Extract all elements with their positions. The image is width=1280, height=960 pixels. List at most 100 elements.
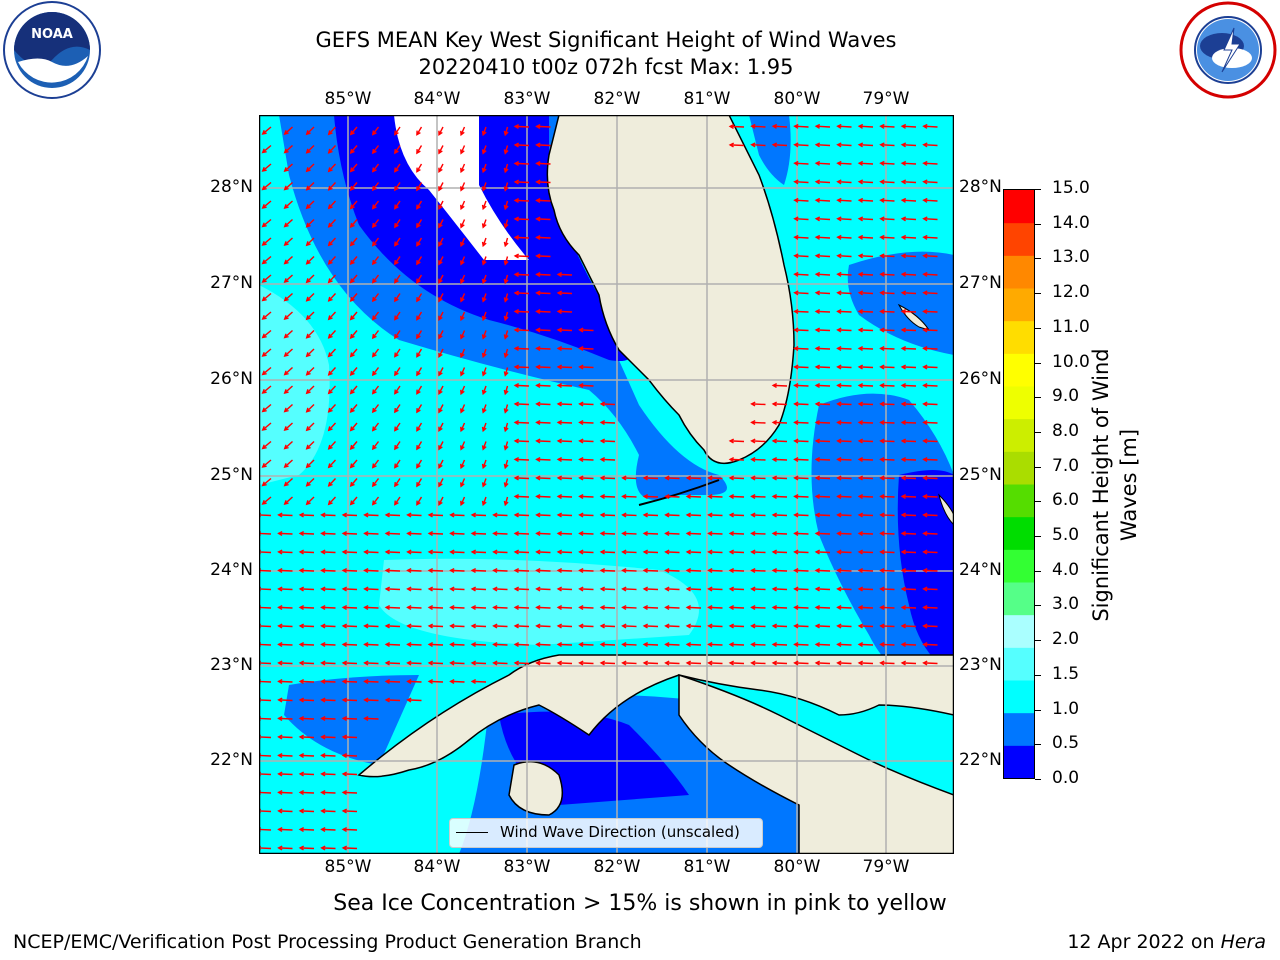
- wave-direction-arrowhead: [481, 149, 487, 155]
- wave-direction-arrow: [816, 329, 831, 332]
- wave-direction-arrowhead: [283, 167, 289, 173]
- wave-direction-arrowhead: [535, 160, 541, 167]
- wave-direction-arrow: [350, 311, 358, 320]
- wave-direction-arrow: [816, 421, 831, 424]
- wave-direction-arrow: [386, 643, 401, 646]
- wave-direction-arrowhead: [621, 623, 627, 629]
- wave-direction-arrowhead: [900, 216, 907, 222]
- wave-direction-arrow: [902, 218, 917, 221]
- wave-direction-arrowhead: [642, 493, 649, 500]
- wave-direction-arrow: [306, 256, 315, 265]
- wave-direction-arrowhead: [836, 456, 842, 463]
- wave-direction-arrowhead: [394, 149, 399, 155]
- wave-direction-arrowhead: [384, 604, 391, 611]
- colorbar-tick-mark: [1035, 362, 1041, 364]
- wave-direction-arrow: [328, 126, 337, 135]
- wave-direction-arrow: [601, 477, 616, 480]
- wave-direction-arrowhead: [814, 493, 821, 500]
- wave-direction-arrow: [902, 532, 917, 535]
- wave-direction-arrow: [328, 237, 337, 246]
- wave-direction-arrow: [321, 514, 336, 517]
- wave-direction-arrowhead: [793, 234, 799, 240]
- wave-direction-arrow: [493, 532, 508, 535]
- wave-direction-arrowhead: [406, 604, 412, 611]
- wave-direction-arrowhead: [814, 475, 821, 481]
- wave-direction-arrow: [751, 569, 766, 572]
- wave-direction-arrow: [773, 662, 788, 665]
- wave-direction-arrow: [321, 662, 336, 665]
- wave-direction-arrowhead: [470, 660, 477, 666]
- wave-direction-arrowhead: [363, 604, 369, 611]
- wave-direction-arrowhead: [750, 660, 756, 666]
- wave-direction-arrow: [558, 495, 573, 498]
- wave-direction-arrow: [278, 569, 293, 572]
- wave-direction-arrowhead: [277, 697, 283, 703]
- wave-direction-arrow: [923, 162, 938, 165]
- wave-direction-arrow: [859, 384, 874, 387]
- wave-direction-arrow: [558, 421, 573, 424]
- wave-direction-arrowhead: [814, 456, 821, 463]
- wave-direction-arrow: [730, 514, 745, 517]
- wave-direction-arrow: [416, 478, 423, 487]
- wave-direction-arrowhead: [857, 419, 864, 426]
- wave-direction-arrow: [386, 569, 401, 572]
- wave-direction-arrowhead: [707, 567, 713, 574]
- lon-tick-top: 85°W: [324, 89, 372, 109]
- wave-direction-arrow: [923, 458, 938, 461]
- wave-direction-arrow: [372, 348, 380, 357]
- wave-direction-arrow: [794, 125, 809, 128]
- wave-direction-arrow: [306, 145, 315, 154]
- wave-direction-arrowhead: [371, 333, 377, 340]
- wave-direction-arrowhead: [305, 500, 311, 506]
- wave-direction-arrowhead: [599, 623, 606, 629]
- wave-direction-arrow: [372, 330, 380, 339]
- wave-direction-arrow: [262, 459, 272, 468]
- wave-direction-arrowhead: [513, 586, 520, 592]
- wave-direction-arrowhead: [394, 408, 399, 414]
- wave-direction-arrow: [450, 680, 465, 683]
- wave-direction-arrowhead: [298, 845, 305, 851]
- wave-direction-arrow: [751, 495, 766, 498]
- wave-direction-arrow: [300, 551, 315, 554]
- wave-direction-arrow: [350, 219, 358, 228]
- wave-direction-arrowhead: [363, 678, 369, 685]
- wave-direction-arrow: [306, 496, 315, 505]
- wave-direction-arrow: [343, 791, 358, 794]
- wave-direction-arrowhead: [793, 142, 799, 148]
- wave-direction-arrowhead: [814, 623, 821, 629]
- lat-tick-left: 28°N: [210, 177, 253, 197]
- wave-direction-arrow: [386, 625, 401, 628]
- wave-direction-arrowhead: [371, 463, 377, 469]
- wave-direction-arrowhead: [664, 641, 670, 648]
- wave-direction-arrowhead: [900, 549, 907, 555]
- wave-direction-arrowhead: [793, 364, 799, 370]
- wave-direction-arrow: [837, 551, 852, 554]
- wave-direction-arrow: [429, 551, 444, 554]
- wave-direction-arrowhead: [503, 260, 509, 266]
- wave-direction-arrowhead: [814, 530, 821, 537]
- wave-direction-arrowhead: [305, 463, 311, 469]
- wave-direction-arrow: [816, 662, 831, 665]
- wave-direction-arrow: [364, 551, 379, 554]
- wave-direction-arrowhead: [341, 623, 348, 629]
- wave-direction-arrowhead: [556, 290, 563, 296]
- wave-direction-arrowhead: [327, 444, 333, 450]
- wave-direction-arrow: [558, 643, 573, 646]
- wave-direction-arrowhead: [261, 499, 267, 505]
- wave-direction-arrowhead: [857, 567, 864, 574]
- wave-direction-arrow: [450, 532, 465, 535]
- wave-direction-arrow: [644, 495, 659, 498]
- wave-direction-arrowhead: [707, 641, 713, 648]
- wave-direction-arrow: [923, 662, 938, 665]
- lat-tick-left: 26°N: [210, 369, 253, 389]
- wave-direction-arrowhead: [416, 297, 421, 303]
- wave-direction-arrowhead: [513, 475, 520, 481]
- wave-direction-arrowhead: [857, 142, 864, 148]
- wave-direction-arrowhead: [371, 481, 377, 488]
- wave-direction-arrow: [278, 847, 293, 850]
- wave-direction-arrow: [773, 458, 788, 461]
- wave-direction-arrow: [794, 458, 809, 461]
- wave-direction-arrow: [372, 441, 380, 450]
- wave-direction-arrowhead: [449, 641, 455, 648]
- wave-direction-arrowhead: [349, 222, 355, 229]
